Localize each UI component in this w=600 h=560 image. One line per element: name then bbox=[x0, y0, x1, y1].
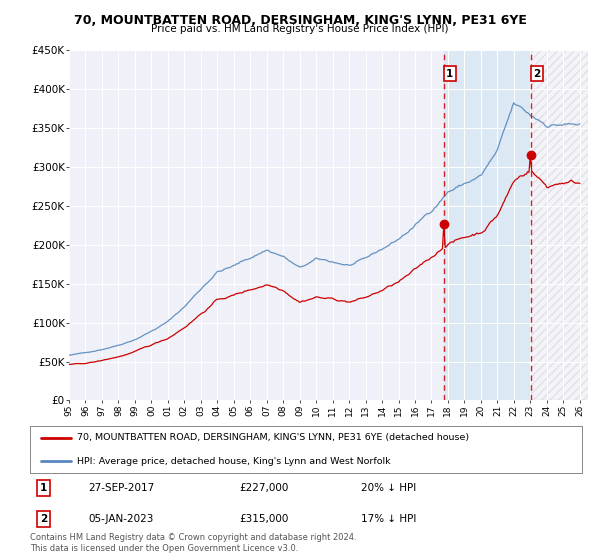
Text: £227,000: £227,000 bbox=[240, 483, 289, 493]
Text: 1: 1 bbox=[40, 483, 47, 493]
Text: Contains HM Land Registry data © Crown copyright and database right 2024.
This d: Contains HM Land Registry data © Crown c… bbox=[30, 533, 356, 553]
Text: 2: 2 bbox=[40, 514, 47, 524]
Bar bbox=[531, 50, 588, 400]
Text: £315,000: £315,000 bbox=[240, 514, 289, 524]
Text: 70, MOUNTBATTEN ROAD, DERSINGHAM, KING'S LYNN, PE31 6YE: 70, MOUNTBATTEN ROAD, DERSINGHAM, KING'S… bbox=[74, 14, 526, 27]
Text: 27-SEP-2017: 27-SEP-2017 bbox=[88, 483, 154, 493]
Text: HPI: Average price, detached house, King's Lynn and West Norfolk: HPI: Average price, detached house, King… bbox=[77, 457, 391, 466]
Text: 05-JAN-2023: 05-JAN-2023 bbox=[88, 514, 154, 524]
Text: Price paid vs. HM Land Registry's House Price Index (HPI): Price paid vs. HM Land Registry's House … bbox=[151, 24, 449, 34]
Bar bbox=[444, 50, 531, 400]
Text: 17% ↓ HPI: 17% ↓ HPI bbox=[361, 514, 416, 524]
Text: 70, MOUNTBATTEN ROAD, DERSINGHAM, KING'S LYNN, PE31 6YE (detached house): 70, MOUNTBATTEN ROAD, DERSINGHAM, KING'S… bbox=[77, 433, 469, 442]
Text: 20% ↓ HPI: 20% ↓ HPI bbox=[361, 483, 416, 493]
Text: 2: 2 bbox=[533, 69, 541, 79]
Text: 1: 1 bbox=[446, 69, 454, 79]
Bar bbox=[531, 50, 588, 400]
